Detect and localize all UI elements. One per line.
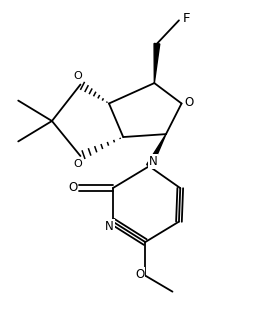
Text: N: N — [105, 220, 114, 233]
Text: O: O — [73, 159, 82, 169]
Text: O: O — [73, 71, 82, 81]
Text: F: F — [182, 12, 190, 25]
Text: O: O — [68, 181, 77, 194]
Text: O: O — [185, 95, 194, 109]
Text: N: N — [149, 155, 157, 168]
Polygon shape — [147, 134, 166, 168]
Polygon shape — [154, 43, 160, 83]
Text: O: O — [135, 268, 144, 281]
